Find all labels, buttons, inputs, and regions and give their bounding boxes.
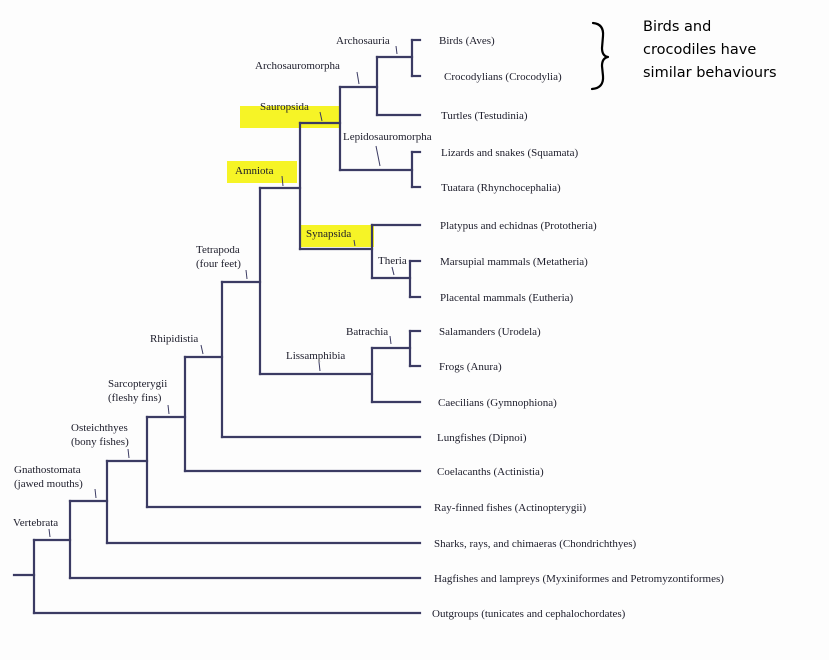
leaf-rayfinned: Ray-finned fishes (Actinopterygii) (434, 502, 586, 514)
highlight-amniota (227, 161, 297, 183)
clade-osteichthyes-name: Osteichthyes (71, 422, 128, 434)
clade-synapsida: Synapsida (306, 228, 351, 240)
clade-labels: Archosauria Archosauromorpha Sauropsida … (13, 35, 432, 529)
annotation-line-3: similar behaviours (643, 65, 777, 81)
clade-archosauromorpha: Archosauromorpha (255, 60, 340, 72)
annotation-line-2: crocodiles have (643, 42, 756, 58)
leaf-marsupials: Marsupial mammals (Metatheria) (440, 256, 588, 268)
leaf-caecilians: Caecilians (Gymnophiona) (438, 397, 557, 409)
clade-sarcopterygii-name: Sarcopterygii (108, 378, 167, 390)
leaf-salamanders: Salamanders (Urodela) (439, 326, 541, 338)
annotation-line-1: Birds and (643, 19, 711, 35)
leaf-frogs: Frogs (Anura) (439, 361, 502, 373)
clade-rhipidistia: Rhipidistia (150, 333, 198, 345)
leaf-hagfishes: Hagfishes and lampreys (Myxiniformes and… (434, 573, 724, 585)
tree-branches (12, 38, 422, 615)
curly-brace (590, 21, 610, 91)
clade-sauropsida: Sauropsida (260, 101, 309, 113)
clade-lissamphibia: Lissamphibia (286, 350, 345, 362)
leaf-lizards: Lizards and snakes (Squamata) (441, 147, 578, 159)
leaf-coelacanths: Coelacanths (Actinistia) (437, 466, 544, 478)
leaf-birds: Birds (Aves) (439, 35, 495, 47)
clade-amniota: Amniota (235, 165, 274, 177)
leaf-outgroups: Outgroups (tunicates and cephalochordate… (432, 608, 626, 620)
clade-archosauria: Archosauria (336, 35, 390, 47)
clade-tetrapoda-name: Tetrapoda (196, 244, 240, 256)
clade-osteichthyes-note: (bony fishes) (71, 436, 129, 448)
leaf-platypus: Platypus and echidnas (Prototheria) (440, 220, 597, 232)
leaf-labels: Birds (Aves) Crocodylians (Crocodylia) T… (432, 35, 724, 620)
clade-sarcopterygii-note: (fleshy fins) (108, 392, 162, 404)
leaf-crocodylians: Crocodylians (Crocodylia) (444, 71, 562, 83)
leaf-turtles: Turtles (Testudinia) (441, 110, 528, 122)
leaf-tuatara: Tuatara (Rhynchocephalia) (441, 182, 561, 194)
highlight-synapsida (300, 225, 374, 247)
clade-gnathostomata-note: (jawed mouths) (14, 478, 83, 490)
clade-batrachia: Batrachia (346, 326, 388, 338)
clade-vertebrata: Vertebrata (13, 517, 58, 529)
leaf-lungfishes: Lungfishes (Dipnoi) (437, 432, 527, 444)
clade-lepidosauromorpha: Lepidosauromorpha (343, 131, 432, 143)
leaf-sharks: Sharks, rays, and chimaeras (Chondrichth… (434, 538, 637, 550)
annotation-note: Birds and crocodiles have similar behavi… (643, 19, 777, 81)
leaf-placentals: Placental mammals (Eutheria) (440, 292, 574, 304)
clade-tetrapoda-note: (four feet) (196, 258, 241, 270)
clade-gnathostomata-name: Gnathostomata (14, 464, 81, 476)
label-ticks (48, 45, 398, 538)
clade-theria: Theria (378, 255, 407, 267)
